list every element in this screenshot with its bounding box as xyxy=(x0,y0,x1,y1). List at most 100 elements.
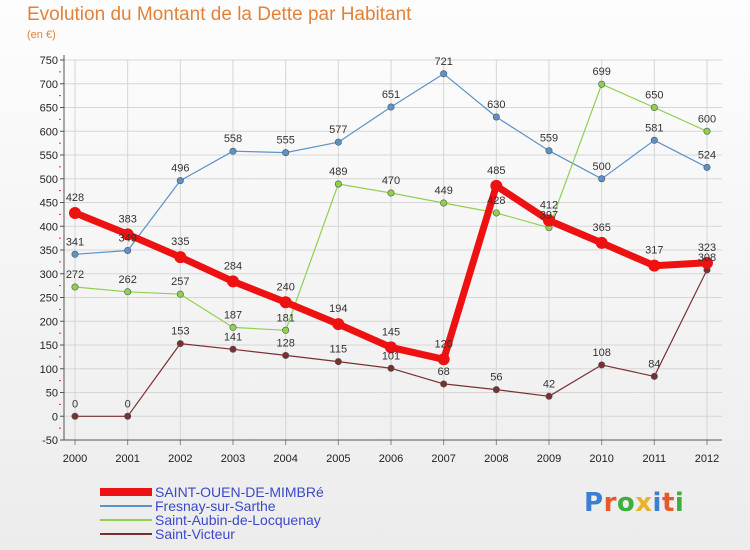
y-tick-label: 350 xyxy=(40,245,58,257)
data-label: 262 xyxy=(118,274,136,286)
chart-title: Evolution du Montant de la Dette par Hab… xyxy=(27,4,412,25)
data-point xyxy=(176,177,184,185)
legend-swatch xyxy=(100,505,152,507)
data-label: 524 xyxy=(698,149,716,161)
data-label: 240 xyxy=(276,281,294,293)
data-point xyxy=(387,364,395,372)
y-tick-label: 0 xyxy=(52,411,58,423)
data-label: 0 xyxy=(72,398,78,410)
data-point xyxy=(440,199,448,207)
legend-item: Saint-Victeur xyxy=(100,527,324,541)
data-point xyxy=(229,345,237,353)
data-point xyxy=(437,353,450,366)
x-tick-label: 2004 xyxy=(273,453,297,465)
data-point xyxy=(229,323,237,331)
data-label: 308 xyxy=(698,252,716,264)
data-point xyxy=(334,180,342,188)
x-tick-label: 2008 xyxy=(484,453,508,465)
data-point xyxy=(598,361,606,369)
data-labels: 341 349 496 558 555 577 651 721 630 559 500 581 524 2… xyxy=(66,56,716,410)
logo-letter: o xyxy=(616,488,636,518)
legend-item: Saint-Aubin-de-Locquenay xyxy=(100,513,324,527)
x-tick-label: 2003 xyxy=(221,453,245,465)
data-label: 341 xyxy=(66,236,84,248)
data-label: 397 xyxy=(540,210,558,222)
data-point xyxy=(282,149,290,157)
data-label: 0 xyxy=(125,398,131,410)
legend-item: SAINT-OUEN-DE-MIMBRé xyxy=(100,485,324,499)
data-point xyxy=(648,259,661,272)
data-label: 650 xyxy=(645,90,663,102)
data-label: 383 xyxy=(118,213,136,225)
data-point xyxy=(229,147,237,155)
data-point xyxy=(490,179,503,192)
data-label: 317 xyxy=(645,245,663,257)
data-point xyxy=(124,246,132,254)
data-point xyxy=(492,113,500,121)
data-label: 335 xyxy=(171,236,189,248)
data-point xyxy=(387,103,395,111)
data-point xyxy=(69,206,81,219)
data-label: 555 xyxy=(276,135,294,147)
data-label: 56 xyxy=(490,372,502,384)
data-point xyxy=(703,163,711,171)
chart-subtitle: (en €) xyxy=(27,29,56,41)
legend-swatch xyxy=(100,488,152,496)
x-tick-label: 2002 xyxy=(168,453,192,465)
data-label: 449 xyxy=(434,185,452,197)
data-label: 600 xyxy=(698,113,716,125)
y-tick-label: 400 xyxy=(40,221,58,233)
data-label: 128 xyxy=(276,337,294,349)
data-point xyxy=(332,318,345,331)
data-point xyxy=(176,340,184,348)
y-tick-label: 600 xyxy=(40,126,58,138)
data-point xyxy=(650,104,658,112)
x-tick-label: 2010 xyxy=(589,453,613,465)
data-point xyxy=(176,290,184,298)
legend-label: Fresnay-sur-Sarthe xyxy=(155,498,276,514)
data-label: 721 xyxy=(434,56,452,68)
x-tick-label: 2009 xyxy=(537,453,561,465)
legend-label: Saint-Victeur xyxy=(155,526,235,542)
data-point xyxy=(282,326,290,334)
logo-letter: P xyxy=(584,488,604,518)
data-label: 145 xyxy=(382,326,400,338)
data-label: 141 xyxy=(224,331,242,343)
data-label: 349 xyxy=(118,232,136,244)
data-point xyxy=(71,250,79,258)
data-label: 559 xyxy=(540,133,558,145)
data-point xyxy=(124,288,132,296)
data-label: 42 xyxy=(543,378,555,390)
legend: SAINT-OUEN-DE-MIMBRé Fresnay-sur-Sarthe Sa… xyxy=(100,485,324,541)
y-tick-label: 450 xyxy=(40,198,58,210)
data-label: 84 xyxy=(648,358,660,370)
y-tick-label: 300 xyxy=(40,269,58,281)
x-tick-label: 2006 xyxy=(379,453,403,465)
x-tick-label: 2005 xyxy=(326,453,350,465)
data-point xyxy=(650,372,658,380)
data-point xyxy=(650,136,658,144)
x-tick-label: 2007 xyxy=(431,453,455,465)
logo-letter: i xyxy=(674,488,685,518)
y-tick-label: 100 xyxy=(40,364,58,376)
x-tick-label: 2011 xyxy=(643,453,667,465)
data-label: 194 xyxy=(329,303,347,315)
data-label: 323 xyxy=(698,242,716,254)
data-point xyxy=(595,236,608,249)
y-tick-label: 700 xyxy=(40,79,58,91)
data-label: 496 xyxy=(171,163,189,175)
data-point xyxy=(703,127,711,135)
logo-letter: i xyxy=(652,488,662,518)
data-point xyxy=(440,380,448,388)
legend-label: SAINT-OUEN-DE-MIMBRé xyxy=(155,484,324,500)
y-tick-label: 200 xyxy=(40,316,58,328)
y-tick-label: 150 xyxy=(40,340,58,352)
data-point xyxy=(279,296,292,309)
logo-letter: x xyxy=(635,488,653,518)
data-label: 120 xyxy=(434,338,452,350)
data-label: 153 xyxy=(171,326,189,338)
data-label: 428 xyxy=(487,195,505,207)
legend-swatch xyxy=(100,519,152,521)
data-point xyxy=(492,209,500,217)
